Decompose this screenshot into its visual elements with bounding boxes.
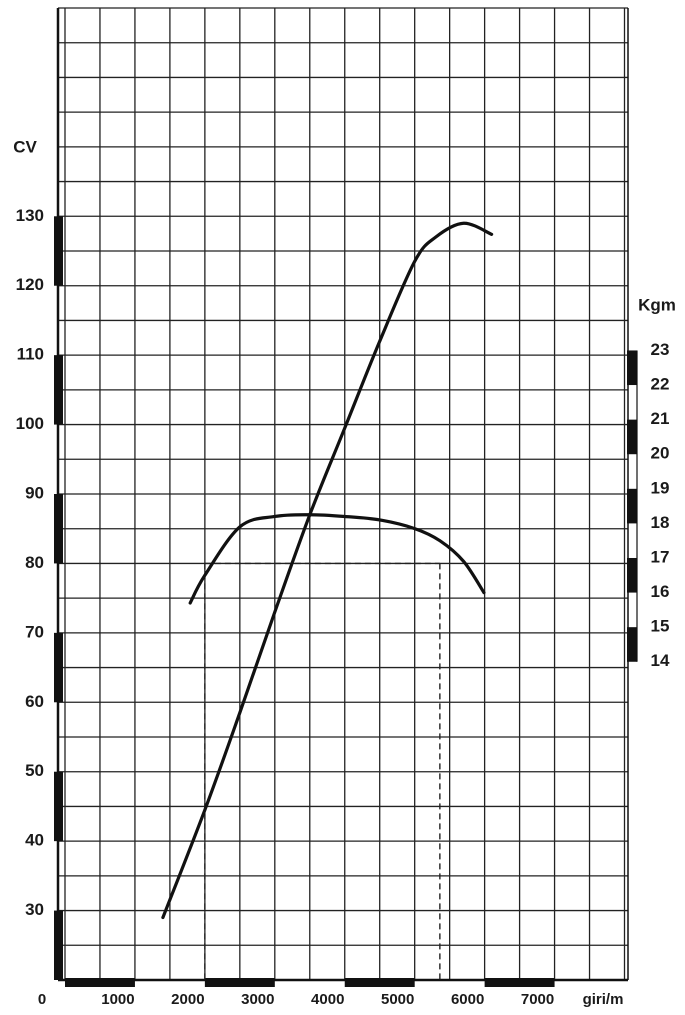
x-tick-label: 5000	[381, 991, 414, 1008]
curve	[188, 513, 486, 605]
y-tick-label: 50	[25, 761, 44, 780]
x-tick-label: 6000	[451, 991, 484, 1008]
x-axis-label: giri/m	[583, 991, 624, 1008]
y2-tick-label: 16	[651, 582, 670, 601]
axis-scale-bar	[54, 632, 63, 703]
axis-scale-bar	[344, 978, 415, 987]
axis-scale-bar	[204, 978, 275, 987]
y2-tick-label: 20	[651, 444, 670, 463]
y2-tick-label: 21	[651, 409, 670, 428]
y-axis-label: CV	[13, 137, 37, 156]
y2-tick-label: 19	[651, 478, 670, 497]
y-tick-label: 60	[25, 692, 44, 711]
axis-scale-bar	[484, 978, 555, 987]
axis-scale-bar	[54, 494, 63, 564]
x-tick-label: 4000	[311, 991, 344, 1008]
y2-tick-label: 15	[651, 617, 670, 636]
x-tick-label: 1000	[101, 991, 134, 1008]
axis-scale-bar	[54, 216, 63, 286]
axis-scale-bar	[627, 419, 637, 455]
curve	[161, 221, 494, 920]
y2-tick-label: 14	[651, 651, 670, 670]
y-tick-label: 70	[25, 622, 44, 641]
x-tick-label: 3000	[241, 991, 274, 1008]
y-tick-label: 110	[17, 345, 44, 364]
y-tick-label: 40	[25, 831, 44, 850]
y-tick-label: 90	[25, 483, 44, 502]
y-tick-label: 130	[16, 206, 44, 225]
y2-tick-label: 23	[651, 340, 670, 359]
x-tick-label: 7000	[521, 991, 554, 1008]
axis-scale-bar	[54, 771, 63, 842]
axis-scale-bar	[54, 355, 63, 425]
y-tick-label: 80	[25, 553, 44, 572]
x-tick-label: 0	[38, 991, 46, 1008]
axis-scale-bar	[627, 557, 637, 593]
y-tick-label: 100	[16, 414, 44, 433]
y-tick-label: 120	[16, 275, 44, 294]
axis-scale-bar	[627, 627, 637, 662]
y2-axis-label: Kgm	[638, 295, 676, 314]
y2-tick-label: 22	[651, 375, 670, 394]
axis-scale-bar	[627, 350, 637, 386]
x-tick-label: 2000	[171, 991, 204, 1008]
y-tick-label: 30	[25, 900, 44, 919]
axis-scale-bar	[627, 488, 637, 524]
y2-tick-label: 17	[651, 547, 670, 566]
y2-tick-label: 18	[651, 513, 670, 532]
axis-scale-bar	[64, 978, 135, 987]
axis-scale-bar	[54, 910, 63, 980]
